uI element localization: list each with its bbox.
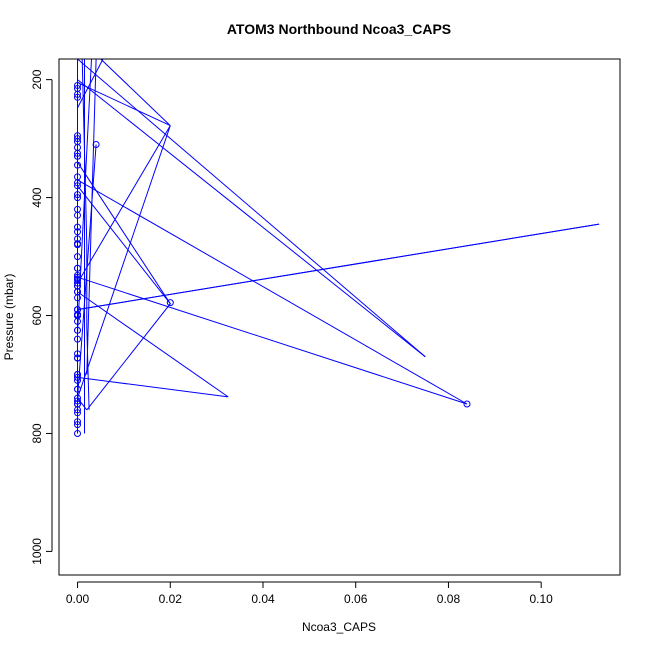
y-tick-label: 800 <box>30 423 44 443</box>
data-point <box>74 135 81 143</box>
data-point <box>74 409 81 417</box>
data-point <box>74 397 81 405</box>
data-point <box>74 354 81 362</box>
x-tick-label: 0.10 <box>530 592 554 606</box>
data-point <box>74 82 81 89</box>
data-point <box>74 371 81 378</box>
data-point <box>74 223 81 231</box>
data-point <box>463 400 471 408</box>
y-tick-label: 400 <box>30 187 44 207</box>
y-tick-label: 600 <box>30 305 44 325</box>
data-point <box>74 335 81 343</box>
data-point <box>74 264 81 272</box>
data-point <box>166 299 174 307</box>
series-line-10 <box>77 125 171 399</box>
y-axis-label: Pressure (mbar) <box>2 274 16 361</box>
data-point <box>74 182 81 190</box>
data-point <box>74 253 81 261</box>
data-point <box>74 194 81 202</box>
x-axis: 0.00 0.02 0.04 0.06 0.08 0.10 <box>66 581 554 606</box>
series-line-6 <box>77 223 600 311</box>
y-tick-label: 200 <box>30 69 44 89</box>
data-point <box>74 161 81 169</box>
chart-title: ATOM3 Northbound Ncoa3_CAPS <box>227 21 451 37</box>
data-point <box>74 406 81 414</box>
data-point <box>74 294 81 302</box>
series-line-2 <box>81 58 90 410</box>
data-point <box>74 317 81 325</box>
data-point <box>92 141 100 148</box>
data-point <box>74 421 81 429</box>
series-line-15 <box>77 58 426 358</box>
y-axis: 200 400 600 800 1000 <box>30 69 53 565</box>
series-line-9 <box>77 291 229 398</box>
plot-frame <box>58 58 621 576</box>
data-point <box>74 152 81 160</box>
data-point <box>74 326 81 334</box>
x-axis-label: Ncoa3_CAPS <box>302 620 376 634</box>
data-point <box>74 132 81 140</box>
x-tick-label: 0.02 <box>159 592 183 606</box>
x-tick-label: 0.04 <box>251 592 275 606</box>
data-point <box>74 173 81 181</box>
y-tick-label: 1000 <box>30 538 44 565</box>
series-line-8 <box>77 179 468 405</box>
data-point <box>74 350 81 358</box>
data-point <box>74 385 81 393</box>
x-tick-label: 0.06 <box>344 592 368 606</box>
series-points <box>74 82 471 437</box>
data-point <box>74 418 81 426</box>
data-point <box>74 273 81 281</box>
series-line-11 <box>77 161 171 304</box>
data-point <box>74 373 81 381</box>
data-point <box>74 191 81 199</box>
data-point <box>74 430 81 437</box>
data-point <box>74 205 81 213</box>
data-point <box>74 235 81 243</box>
x-tick-label: 0.00 <box>66 592 90 606</box>
series-line-12 <box>77 79 426 358</box>
series-lines <box>76 58 600 434</box>
x-tick-label: 0.08 <box>437 592 461 606</box>
data-point <box>74 85 81 92</box>
series-line-5 <box>77 223 600 315</box>
series-line-7 <box>77 276 468 405</box>
data-point <box>74 228 81 236</box>
data-point <box>74 93 81 101</box>
series-line-14 <box>77 58 171 127</box>
series-line-16 <box>86 58 97 375</box>
